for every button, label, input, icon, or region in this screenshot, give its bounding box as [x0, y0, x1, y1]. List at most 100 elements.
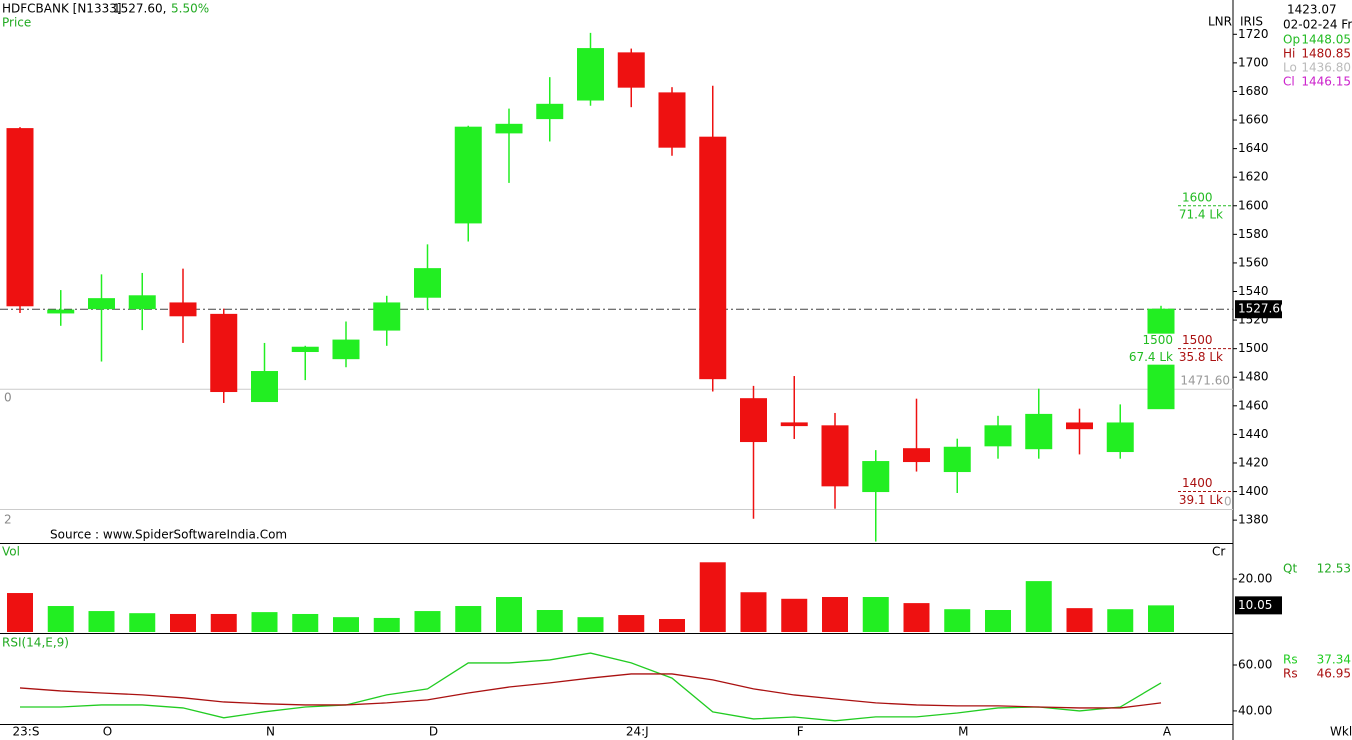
y-tick-label: 1580 [1238, 227, 1269, 241]
pane-label: Price [2, 16, 31, 30]
readout-label: Op [1283, 33, 1300, 47]
candle-body [291, 346, 319, 353]
volume-bar [536, 610, 563, 632]
readout-value: 1446.15 [1301, 75, 1351, 89]
volume-bar [903, 603, 930, 632]
change: 5.50% [171, 2, 209, 16]
readout-value: 1448.05 [1301, 33, 1351, 47]
volume-bar [944, 609, 971, 632]
y-tick-label: 20.00 [1238, 571, 1272, 585]
candle-body [6, 128, 34, 307]
y-tick-label: 1440 [1238, 427, 1269, 441]
volume-bar [129, 613, 156, 632]
pane-title: RSI(14,E,9) [2, 636, 69, 650]
y-tick-label: 1540 [1238, 284, 1269, 298]
x-tick-label: A [1163, 725, 1172, 739]
readout-label: Rs [1283, 653, 1298, 667]
readout-label: Cl [1283, 75, 1295, 89]
candle-body [169, 302, 197, 317]
readout-value: 12.53 [1317, 562, 1351, 576]
candle-body [1066, 422, 1093, 430]
candle-body [1106, 422, 1134, 453]
x-tick-label: D [429, 725, 438, 739]
candle-body [862, 461, 890, 493]
rsi-line [20, 652, 1162, 722]
candle-body [577, 48, 604, 101]
candle-body [984, 425, 1012, 447]
volume-bar [88, 611, 115, 632]
candle-body [332, 339, 360, 360]
volume-bar [1148, 605, 1174, 632]
volume-bar [414, 611, 441, 632]
candle-body [1025, 413, 1053, 450]
last-price-box [1235, 300, 1282, 319]
pane-mark: 2 [4, 513, 12, 527]
y-tick-label: 1560 [1238, 255, 1269, 269]
volume-bar [1107, 609, 1134, 632]
volume-bar [455, 606, 482, 632]
readout-label: Hi [1283, 47, 1295, 61]
annotation-bg [1129, 333, 1175, 365]
annotation-price: 1500 [1182, 333, 1213, 347]
candle-body [47, 309, 75, 314]
candle-body [658, 92, 686, 148]
x-tick-label: F [797, 725, 804, 739]
y-tick-label: 1600 [1238, 198, 1269, 212]
readout-label: Qt [1283, 562, 1297, 576]
volume-bar [373, 617, 400, 632]
annotation-volume: 67.4 Lk [1129, 350, 1173, 364]
candle-body [903, 448, 930, 463]
volume-bar [1025, 581, 1052, 632]
symbol: HDFCBANK [N1333] [2, 2, 122, 16]
candle-body [821, 425, 849, 487]
volume-bar [1066, 608, 1093, 632]
annotation-price: 1600 [1182, 190, 1213, 204]
volume-bar [333, 617, 359, 632]
readout-value: 1436.80 [1301, 61, 1351, 75]
annotation-price: 1400 [1182, 476, 1213, 490]
pane-mark: 0 [1224, 495, 1232, 509]
x-tick-label: 24:J [626, 725, 649, 739]
volume-bar [699, 562, 726, 632]
candle-body [251, 371, 278, 403]
mode: LNR [1208, 15, 1232, 29]
unit-label: Cr [1212, 545, 1225, 559]
price: 1527.60, [113, 2, 166, 16]
readout-value: 1480.85 [1301, 47, 1351, 61]
y-tick-label: 40.00 [1238, 703, 1272, 717]
candle-body [210, 313, 238, 393]
candle-body [943, 446, 971, 473]
readout-value: 46.95 [1317, 667, 1351, 681]
y-tick-label: 1380 [1238, 513, 1269, 527]
y-tick-label: 1480 [1238, 370, 1269, 384]
volume-bar [740, 592, 767, 632]
volume-bar [47, 606, 74, 632]
candle-body [617, 52, 645, 88]
volume-bar [210, 613, 237, 632]
x-tick-label: O [103, 725, 112, 739]
y-tick-label: 1680 [1238, 84, 1269, 98]
crosshair-price: 1423.07 [1287, 3, 1337, 17]
volume-bar [577, 617, 604, 632]
volume-bar [7, 593, 33, 632]
volume-bar [618, 615, 645, 632]
last-volume-label: 10.05 [1238, 598, 1272, 612]
volume-bar [251, 612, 278, 632]
candle-body [699, 136, 727, 380]
volume-bar [496, 597, 522, 632]
readout-value: 37.34 [1317, 653, 1351, 667]
readout-label: Rs [1283, 667, 1298, 681]
candle-body [373, 302, 401, 331]
candle-body [88, 298, 115, 310]
candle-body [128, 295, 156, 310]
y-tick-label: 1420 [1238, 455, 1269, 469]
x-tick-label: M [958, 725, 968, 739]
y-tick-label: 1660 [1238, 113, 1269, 127]
tool: IRIS [1240, 15, 1263, 29]
x-tick-label: N [266, 725, 275, 739]
y-tick-label: 1400 [1238, 484, 1269, 498]
volume-bar [822, 597, 848, 632]
source: Source : www.SpiderSoftwareIndia.Com [50, 528, 287, 542]
y-tick-label: 1640 [1238, 141, 1269, 155]
